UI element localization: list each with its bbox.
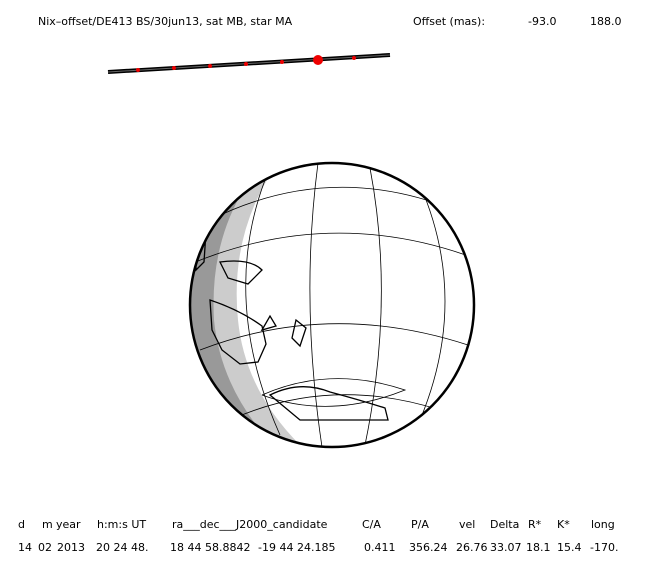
column-header: P/A [411,518,429,531]
column-header: m [42,518,53,531]
column-header: long [591,518,615,531]
offset-label: Offset (mas): [413,15,485,28]
column-header: R* [528,518,542,531]
column-header: Delta [490,518,519,531]
cell: -170. [590,541,618,554]
column-header: C/A [362,518,381,531]
cell: 02 [38,541,52,554]
column-header: K* [557,518,570,531]
cell: -19 44 24.185 [258,541,335,554]
cell: 356.24 [409,541,448,554]
cell: 18.1 [526,541,551,554]
column-header: h:m:s UT [97,518,146,531]
track-bar [107,53,391,74]
offset-value: -93.0 [528,15,556,28]
column-header: d [18,518,25,531]
column-header: ra___dec___J2000_candidate [172,518,328,531]
offset-value: 188.0 [590,15,622,28]
cell: 20 24 48. [96,541,148,554]
table-row: 14 02 2013 20 24 48. 18 44 58.8842 -19 4… [18,541,618,554]
column-header: vel [459,518,475,531]
cell: 2013 [57,541,85,554]
globe [188,161,476,449]
cell: 26.76 [456,541,488,554]
column-header: year [56,518,81,531]
title: Nix–offset/DE413 BS/30jun13, sat MB, sta… [38,15,293,28]
cell: 14 [18,541,32,554]
cell: 33.07 [490,541,522,554]
cell: 18 44 58.8842 [170,541,250,554]
table-header: d m year h:m:s UT ra___dec___J2000_candi… [18,518,615,531]
cell: 15.4 [557,541,582,554]
cell: 0.411 [364,541,396,554]
